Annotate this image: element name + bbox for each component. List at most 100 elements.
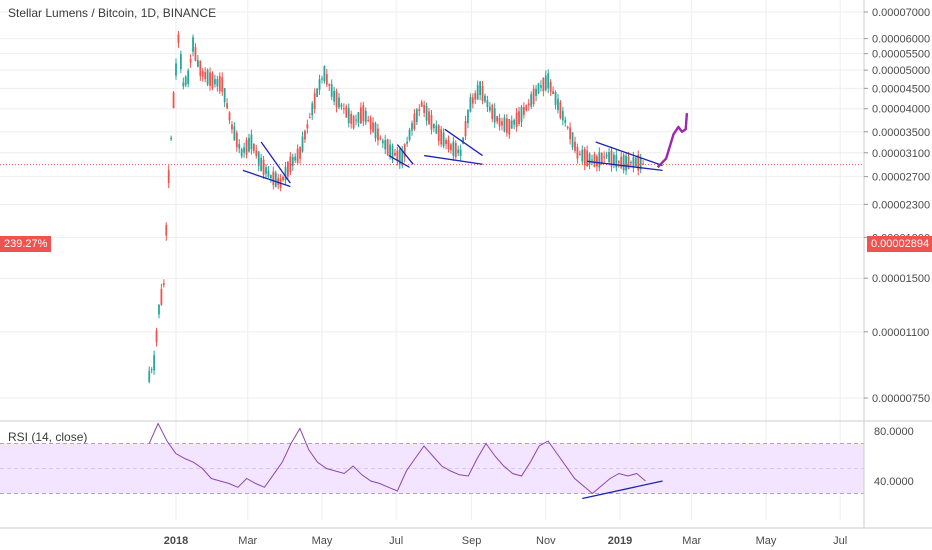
candle-body bbox=[330, 84, 333, 97]
candle-body bbox=[527, 103, 530, 106]
candle-body bbox=[462, 137, 464, 144]
candle-body bbox=[359, 107, 362, 124]
trendline bbox=[444, 128, 483, 157]
candle-body bbox=[425, 105, 428, 121]
candle-body bbox=[428, 111, 430, 125]
candle-body bbox=[588, 153, 591, 165]
candle-body bbox=[457, 149, 460, 154]
candle-body bbox=[362, 105, 365, 121]
candle-body bbox=[296, 148, 299, 163]
candle-body bbox=[540, 85, 542, 88]
candle-body bbox=[547, 73, 550, 89]
rsi-title: RSI (14, close) bbox=[8, 430, 88, 444]
candle-body bbox=[493, 108, 496, 123]
rsi-area bbox=[148, 422, 663, 500]
candle-body bbox=[440, 129, 443, 145]
candle-body bbox=[571, 132, 574, 148]
candle-body bbox=[515, 112, 518, 128]
candle-body bbox=[216, 79, 219, 87]
candle-body bbox=[518, 111, 520, 124]
candle-body bbox=[369, 117, 372, 130]
y-tick-label: 0.00006000 bbox=[872, 34, 930, 46]
candle-body bbox=[153, 355, 156, 371]
candle-body bbox=[245, 140, 248, 155]
candle-body bbox=[447, 140, 450, 149]
candle-body bbox=[165, 225, 168, 236]
rsi-tick-label: 40.0000 bbox=[874, 476, 914, 488]
trendline bbox=[396, 144, 414, 165]
candle-body bbox=[586, 150, 589, 167]
candle-body bbox=[610, 150, 613, 167]
candle-body bbox=[411, 123, 413, 131]
candle-body bbox=[603, 156, 606, 158]
candle-body bbox=[450, 144, 452, 151]
candle-body bbox=[639, 157, 642, 170]
rsi-grid bbox=[0, 443, 864, 494]
candle-body bbox=[167, 170, 170, 184]
candle-body bbox=[413, 113, 416, 130]
price-grid bbox=[0, 0, 864, 520]
candle-body bbox=[267, 170, 270, 177]
candle-body bbox=[377, 128, 379, 141]
candle-body bbox=[170, 137, 173, 140]
y-tick-label: 0.00001100 bbox=[872, 327, 929, 339]
candle-body bbox=[403, 143, 406, 158]
candle-body bbox=[262, 159, 265, 176]
candle-body bbox=[574, 141, 576, 151]
candle-body bbox=[367, 119, 370, 121]
candle-body bbox=[287, 161, 289, 177]
candle-body bbox=[265, 167, 267, 174]
candle-body bbox=[277, 178, 280, 185]
candle-body bbox=[333, 90, 336, 102]
candle-body bbox=[454, 143, 457, 158]
candle-body bbox=[557, 98, 559, 111]
candle-body bbox=[221, 77, 224, 92]
x-tick-label: May bbox=[756, 535, 777, 547]
rsi-tick-label: 80.0000 bbox=[874, 426, 914, 438]
candle-body bbox=[148, 370, 151, 382]
y-tick-label: 0.00002700 bbox=[872, 172, 930, 184]
y-tick-label: 0.00002300 bbox=[872, 199, 930, 211]
candle-body bbox=[347, 107, 350, 124]
candle-body bbox=[381, 140, 384, 144]
candle-body bbox=[196, 60, 199, 67]
candle-body bbox=[194, 47, 197, 61]
candle-body bbox=[525, 105, 528, 111]
candle-body bbox=[201, 70, 204, 77]
candle-body bbox=[308, 117, 311, 119]
candle-body bbox=[510, 120, 513, 129]
candle-body bbox=[576, 146, 579, 159]
candles bbox=[0, 31, 864, 384]
candle-body bbox=[192, 37, 194, 52]
candle-body bbox=[598, 152, 601, 168]
x-tick-label: Jul bbox=[833, 535, 847, 547]
candle-body bbox=[632, 156, 635, 168]
candle-body bbox=[150, 369, 153, 371]
trendline bbox=[388, 155, 410, 168]
candle-body bbox=[474, 93, 477, 100]
candle-body bbox=[352, 116, 355, 129]
x-tick-label: Sep bbox=[462, 535, 482, 547]
x-tick-label: 2019 bbox=[608, 535, 632, 547]
candle-body bbox=[615, 155, 618, 168]
candle-body bbox=[471, 97, 474, 104]
rsi-trendline bbox=[582, 480, 663, 500]
candle-body bbox=[299, 146, 301, 159]
trendline bbox=[595, 141, 663, 167]
rsi-axis-labels: 80.0000 40.0000 bbox=[874, 426, 914, 488]
candle-body bbox=[542, 77, 545, 92]
candle-body bbox=[488, 106, 491, 111]
x-tick-label: Mar bbox=[682, 535, 701, 547]
candle-body bbox=[177, 34, 180, 43]
candle-body bbox=[311, 103, 314, 116]
candle-body bbox=[389, 144, 391, 156]
last-price-badge: 0.00002894 bbox=[867, 236, 932, 252]
candle-body bbox=[233, 126, 236, 141]
candle-body bbox=[274, 172, 277, 188]
candle-body bbox=[184, 76, 187, 86]
candle-body bbox=[355, 119, 357, 121]
candle-body bbox=[398, 149, 401, 165]
candle-body bbox=[430, 114, 433, 130]
candle-body bbox=[505, 118, 508, 134]
candle-body bbox=[374, 123, 377, 139]
